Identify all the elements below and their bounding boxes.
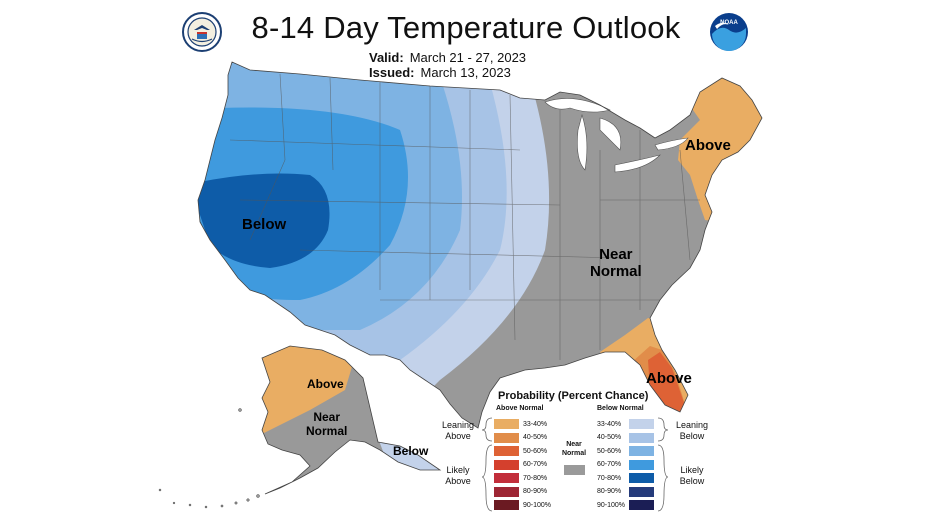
legend-below-row: 80-90% — [597, 486, 654, 497]
legend-above-row: 33-40% — [494, 419, 555, 429]
legend-below-swatch — [629, 432, 654, 443]
legend-above-swatch — [494, 446, 519, 456]
legend-likely-above-line2: Above — [445, 476, 471, 486]
issued-date: Issued: March 13, 2023 — [369, 65, 511, 80]
aleutian-islands — [158, 408, 260, 509]
legend-near-swatch — [564, 465, 585, 475]
legend-below-row: 60-70% — [597, 459, 654, 470]
legend-leaning-above: Leaning Above — [436, 420, 480, 442]
legend-below-row: 90-100% — [597, 500, 654, 510]
legend-above-swatch — [494, 473, 519, 483]
legend-likely-below-line2: Below — [679, 476, 705, 486]
label-above-northeast: Above — [685, 137, 731, 154]
legend-below-brackets — [657, 417, 669, 512]
legend-below-row: 33-40% — [597, 419, 654, 429]
page-title: 8-14 Day Temperature Outlook — [251, 10, 681, 45]
legend-heading: Probability (Percent Chance) — [498, 390, 649, 402]
legend-above-label: 90-100% — [523, 501, 552, 509]
legend-above-label: 33-40% — [523, 420, 548, 428]
label-near-normal: Near Normal — [590, 246, 642, 280]
legend-below-row: 40-50% — [597, 432, 654, 443]
legend-above-row: 80-90% — [494, 486, 555, 497]
alaska-outline — [261, 345, 442, 495]
legend-near-line1: Near — [566, 441, 582, 448]
legend-below-label: 60-70% — [597, 461, 622, 468]
legend-below-header: Below Normal — [597, 405, 644, 412]
legend-below-swatch — [629, 500, 654, 510]
legend-above-row: 50-60% — [494, 446, 555, 456]
legend-below-label: 90-100% — [597, 501, 626, 509]
legend-leaning-above-line1: Leaning — [441, 420, 475, 430]
valid-dates: Valid: March 21 - 27, 2023 — [369, 50, 526, 65]
label-near-normal-alaska-line2: Normal — [306, 424, 348, 438]
label-near-normal-alaska-line1: Near — [313, 410, 341, 424]
issued-value: March 13, 2023 — [420, 65, 511, 80]
legend-likely-above: Likely Above — [436, 465, 480, 487]
noaa-logo-icon: NOAA — [710, 13, 748, 51]
legend-above-brackets — [481, 417, 493, 512]
legend-below-label: 80-90% — [597, 488, 622, 495]
legend-near-line2: Normal — [561, 450, 587, 457]
legend-above-label: 50-60% — [523, 447, 548, 455]
legend-below-row: 50-60% — [597, 446, 654, 456]
label-near-normal-alaska: Near Normal — [306, 410, 347, 438]
legend-above-swatch — [494, 419, 519, 429]
legend-above-header: Above Normal — [496, 405, 544, 412]
legend-above-row: 90-100% — [494, 500, 555, 510]
legend-below-label: 33-40% — [597, 420, 622, 428]
svg-text:NOAA: NOAA — [720, 20, 738, 26]
legend-above-swatch — [494, 459, 519, 470]
legend-below-swatch — [629, 459, 654, 470]
legend-likely-below-line1: Likely — [680, 465, 704, 475]
legend-above-swatch — [494, 432, 519, 443]
label-near-normal-line1: Near — [599, 246, 633, 263]
legend-above-row: 60-70% — [494, 459, 555, 470]
legend-above-row: 40-50% — [494, 432, 555, 443]
issued-label: Issued: — [369, 65, 415, 80]
label-above-florida: Above — [646, 370, 692, 387]
legend-below-label: 50-60% — [597, 447, 622, 455]
legend-below-row: 70-80% — [597, 473, 654, 483]
valid-value: March 21 - 27, 2023 — [409, 50, 527, 65]
legend-above-label: 80-90% — [523, 488, 548, 495]
legend-near-normal: Near Normal — [557, 440, 591, 458]
legend-leaning-below-line2: Below — [679, 431, 705, 441]
legend-below-swatch — [629, 486, 654, 497]
legend-below-swatch — [629, 446, 654, 456]
legend-below-swatch — [629, 419, 654, 429]
legend-likely-below: Likely Below — [670, 465, 714, 487]
conus-outline — [197, 61, 763, 429]
legend-below-swatch — [629, 473, 654, 483]
great-lakes — [544, 98, 689, 173]
legend-leaning-above-line2: Above — [445, 431, 471, 441]
label-below-west: Below — [242, 216, 287, 233]
legend-below-label: 40-50% — [597, 434, 622, 441]
doc-seal-icon — [182, 12, 222, 52]
legend-above-row: 70-80% — [494, 473, 555, 483]
legend-below-label: 70-80% — [597, 474, 622, 482]
label-above-alaska: Above — [307, 377, 344, 391]
valid-label: Valid: — [369, 50, 404, 65]
legend-above-label: 60-70% — [523, 461, 548, 468]
legend-above-swatch — [494, 500, 519, 510]
legend-above-label: 40-50% — [523, 434, 548, 441]
label-below-alaska: Below — [393, 444, 429, 458]
legend-leaning-below-line1: Leaning — [675, 420, 709, 430]
legend-likely-above-line1: Likely — [446, 465, 470, 475]
legend-leaning-below: Leaning Below — [670, 420, 714, 442]
legend-above-label: 70-80% — [523, 474, 548, 482]
label-near-normal-line2: Normal — [590, 263, 642, 280]
legend-above-swatch — [494, 486, 519, 497]
